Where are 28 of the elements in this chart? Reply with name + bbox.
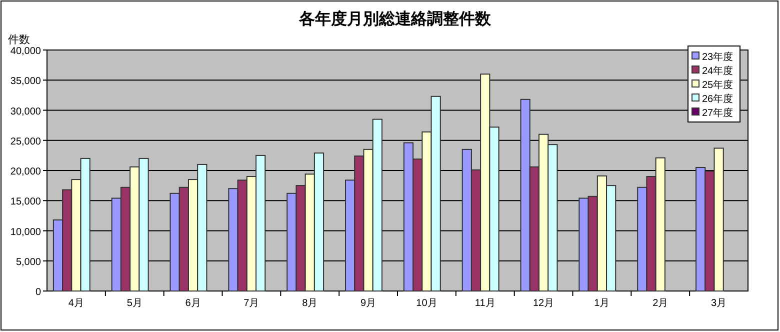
- x-tick-label: 1月: [594, 298, 610, 309]
- x-tick-label: 6月: [185, 298, 201, 309]
- x-tick-label: 9月: [360, 298, 376, 309]
- y-tick-label: 15,000: [10, 196, 42, 208]
- x-tick-label: 11月: [474, 298, 496, 309]
- chart-title: 各年度月別総連絡調整件数: [298, 9, 492, 28]
- x-tick-label: 3月: [711, 298, 727, 309]
- x-tick-label: 4月: [68, 298, 84, 309]
- legend-label: 23年度: [702, 51, 734, 63]
- x-tick-label: 2月: [652, 298, 668, 309]
- y-tick-label: 30,000: [10, 106, 42, 118]
- x-tick-label: 10月: [416, 298, 438, 309]
- legend-label: 26年度: [702, 93, 734, 105]
- legend-label: 25年度: [702, 79, 734, 91]
- y-tick-label: 10,000: [10, 226, 42, 238]
- y-tick-label: 40,000: [10, 46, 42, 57]
- x-tick-label: 12月: [532, 298, 554, 309]
- legend-label: 24年度: [702, 65, 734, 77]
- x-tick-label: 7月: [244, 298, 260, 309]
- y-tick-label: 0: [35, 287, 42, 298]
- x-tick-label: 5月: [126, 298, 142, 309]
- y-tick-label: 5,000: [16, 256, 42, 268]
- x-tick-label: 8月: [302, 298, 318, 309]
- y-tick-label: 35,000: [10, 76, 42, 88]
- y-axis-title: 件数: [8, 34, 30, 46]
- y-tick-label: 20,000: [10, 166, 42, 178]
- legend-label: 27年度: [702, 107, 734, 119]
- y-tick-label: 25,000: [10, 136, 42, 148]
